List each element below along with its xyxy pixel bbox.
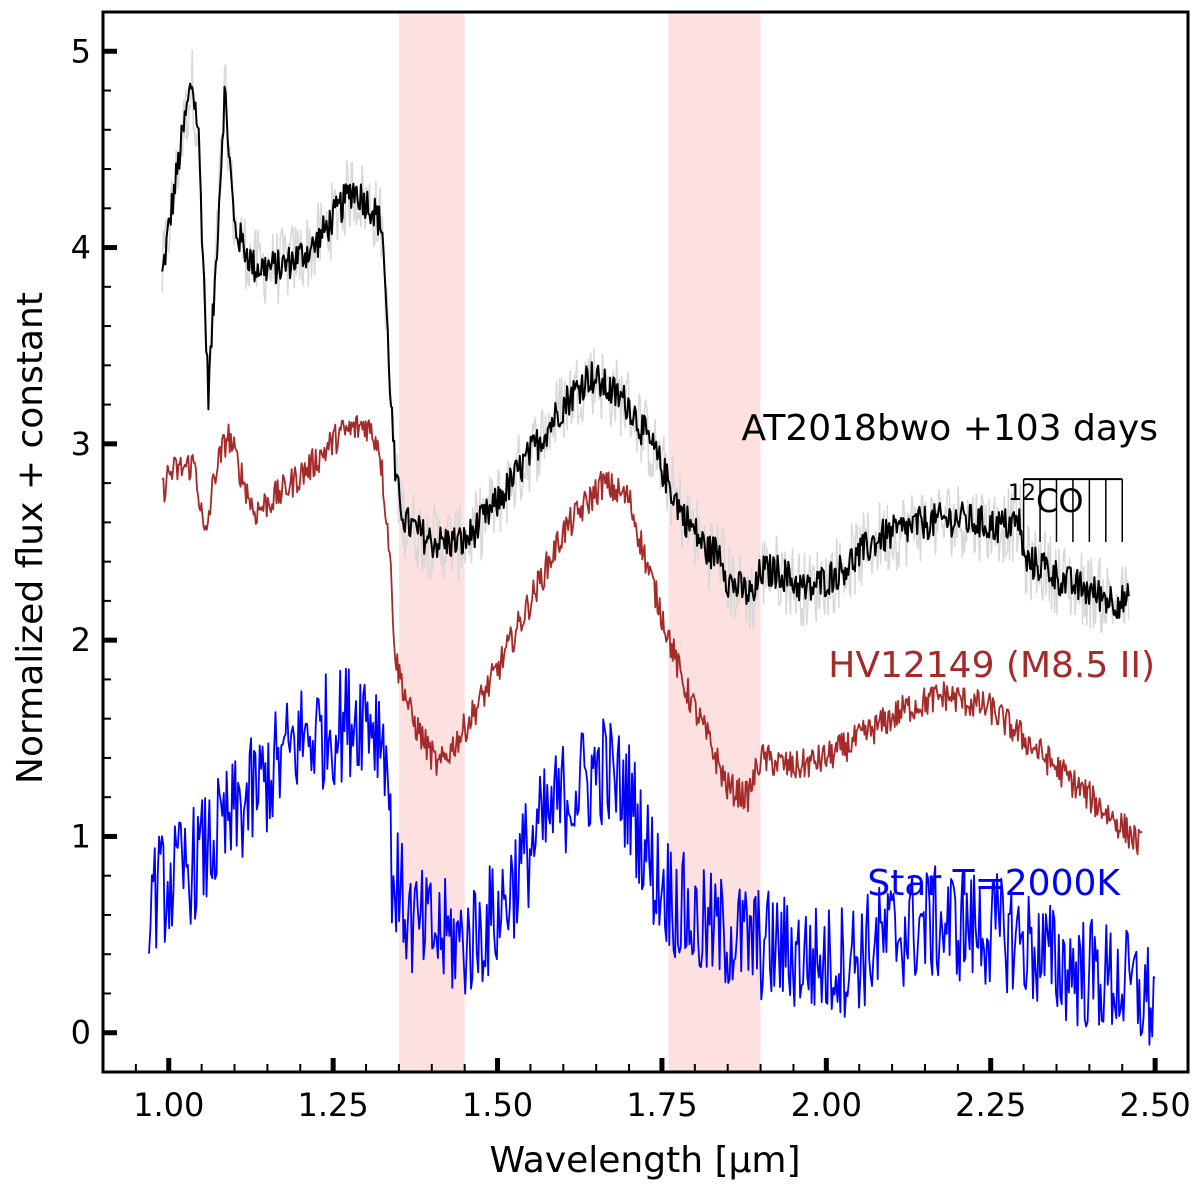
x-tick-label: 1.25	[298, 1086, 369, 1124]
y-tick-label: 3	[71, 425, 91, 463]
series-label-star-2000k: Star T=2000K	[867, 863, 1121, 904]
series-error-at2018bwo	[161, 49, 1130, 634]
y-tick-label: 5	[71, 32, 91, 70]
series-line-3	[148, 667, 1156, 1046]
series-label-hv12149: HV12149 (M8.5 II)	[828, 645, 1155, 686]
series-line-1	[161, 82, 1130, 620]
plot-frame	[101, 10, 1190, 1074]
y-tick-label: 0	[71, 1014, 91, 1052]
y-tick-label: 4	[71, 229, 91, 267]
co-band-marker	[1022, 478, 1123, 552]
x-tick-label: 1.00	[133, 1086, 204, 1124]
y-axis-label: Normalized flux + constant	[10, 292, 51, 784]
x-axis-label: Wavelength [μm]	[489, 1140, 800, 1181]
series-lines	[148, 49, 1156, 1046]
x-tick-label: 1.75	[626, 1086, 697, 1124]
series-line-2	[161, 415, 1143, 856]
x-tick-label: 1.50	[462, 1086, 533, 1124]
series-label-at2018bwo: AT2018bwo +103 days	[742, 408, 1159, 449]
x-tick-label: 2.00	[791, 1086, 862, 1124]
co-label: 12CO	[1008, 481, 1084, 520]
y-tick-label: 2	[71, 621, 91, 659]
y-tick-label: 1	[71, 817, 91, 855]
x-axis-ticks: 1.00 1.25 1.50 1.75 2.00 2.25 2.50	[133, 1058, 1191, 1124]
x-tick-label: 2.50	[1119, 1086, 1190, 1124]
y-axis-ticks: 0 1 2 3 4 5	[71, 32, 117, 1073]
x-tick-label: 2.25	[955, 1086, 1026, 1124]
co-label-superscript: 12	[1008, 481, 1036, 506]
co-label-text: CO	[1036, 482, 1084, 520]
